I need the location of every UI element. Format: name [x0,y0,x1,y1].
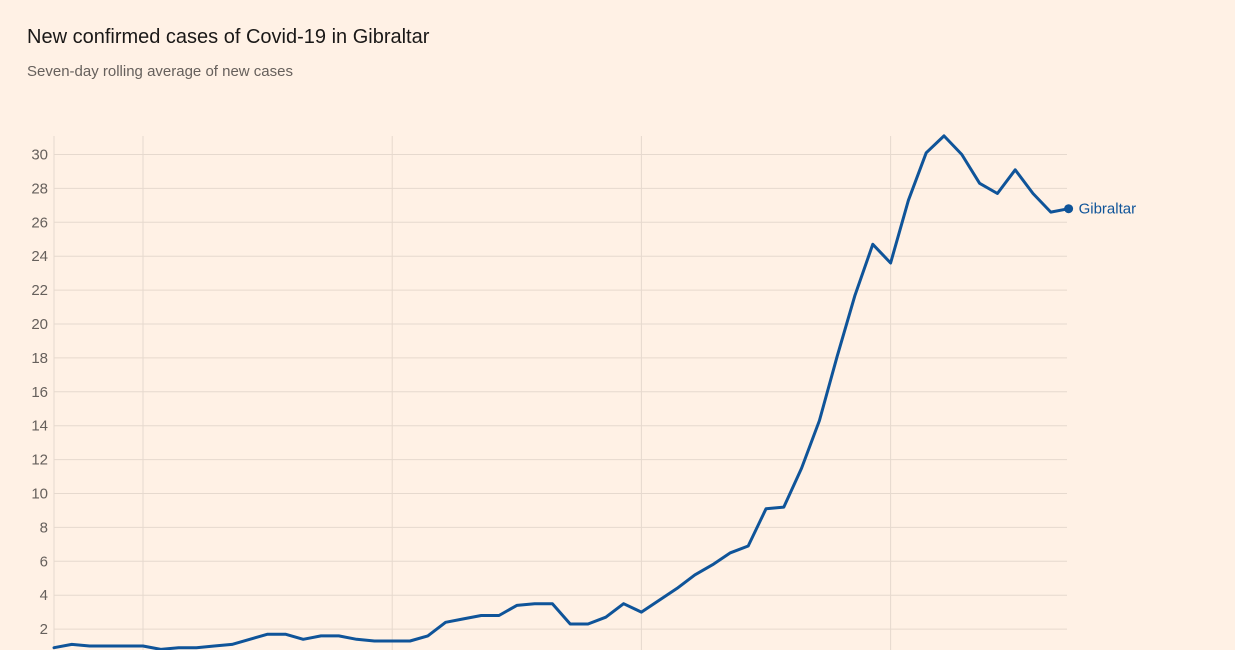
y-tick-label: 14 [31,418,48,435]
series-end-marker [1064,204,1074,214]
y-tick-label: 28 [31,180,48,197]
y-tick-label: 26 [31,214,48,231]
y-tick-label: 20 [31,316,48,333]
series-layer: Gibraltar [52,134,1137,650]
y-tick-label: 24 [31,248,48,265]
y-tick-label: 18 [31,350,48,367]
y-tick-label: 8 [40,519,48,536]
chart-title: New confirmed cases of Covid-19 in Gibra… [27,26,430,48]
chart-subtitle: Seven-day rolling average of new cases [27,63,293,80]
grid-lines [53,136,1067,650]
y-tick-label: 4 [40,587,48,604]
y-tick-label: 16 [31,384,48,401]
y-tick-label: 2 [40,621,48,638]
series-line-gibraltar [52,134,1071,650]
y-tick-label: 6 [40,553,48,570]
y-tick-label: 10 [31,486,48,503]
y-tick-label: 30 [31,147,48,164]
y-tick-label: 22 [31,282,48,299]
y-tick-label: 12 [31,452,48,469]
series-label: Gibraltar [1079,201,1137,218]
